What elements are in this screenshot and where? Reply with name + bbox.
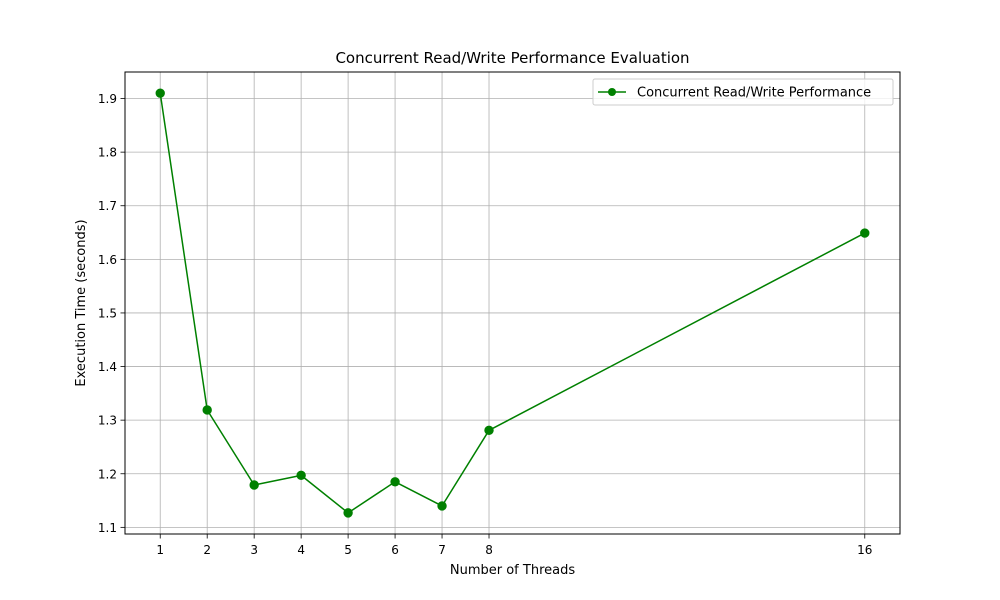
data-point-marker: [249, 480, 259, 490]
x-tick-label: 7: [438, 543, 446, 557]
data-point-marker: [296, 470, 306, 481]
data-point-marker: [155, 88, 165, 98]
grid-lines: [125, 72, 900, 534]
plot-area: [155, 88, 870, 518]
legend-label: Concurrent Read/Write Performance: [637, 86, 871, 101]
y-tick-label: 1.4: [98, 360, 117, 374]
x-tick-label: 1: [156, 543, 164, 557]
plot-frame: [124, 71, 901, 535]
data-point-marker: [390, 477, 400, 487]
y-axis-label: Execution Time (seconds): [74, 219, 89, 386]
data-point-marker: [437, 501, 447, 511]
x-axis-label: Number of Threads: [450, 563, 575, 578]
y-tick-label: 1.7: [98, 199, 117, 213]
x-tick-label: 2: [203, 543, 211, 557]
y-tick-label: 1.6: [98, 253, 117, 267]
chart-title: Concurrent Read/Write Performance Evalua…: [335, 49, 689, 67]
legend-marker-swatch: [608, 88, 616, 96]
data-point-marker: [202, 405, 212, 415]
y-tick-label: 1.5: [98, 306, 117, 320]
y-tick-label: 1.9: [98, 92, 117, 106]
y-tick-label: 1.1: [98, 521, 117, 535]
data-point-marker: [484, 425, 494, 436]
x-tick-label: 16: [857, 543, 872, 557]
x-tick-label: 5: [344, 543, 352, 557]
x-tick-label: 6: [391, 543, 399, 557]
legend: Concurrent Read/Write Performance: [592, 78, 894, 106]
legend-box: [592, 78, 894, 106]
y-tick-label: 1.2: [98, 467, 117, 481]
data-point-marker: [860, 228, 870, 238]
y-tick-label: 1.8: [98, 146, 117, 160]
x-tick-label: 3: [250, 543, 258, 557]
x-tick-label: 8: [485, 543, 493, 557]
axis-ticks: 1 2 3 4 5 6 7 8 16 1.1 1.2 1.3 1.4 1.5 1.6 1.7 1.8 1.9: [98, 92, 873, 557]
data-point-marker: [343, 508, 353, 518]
y-tick-label: 1.3: [98, 414, 117, 428]
x-tick-label: 4: [297, 543, 305, 557]
